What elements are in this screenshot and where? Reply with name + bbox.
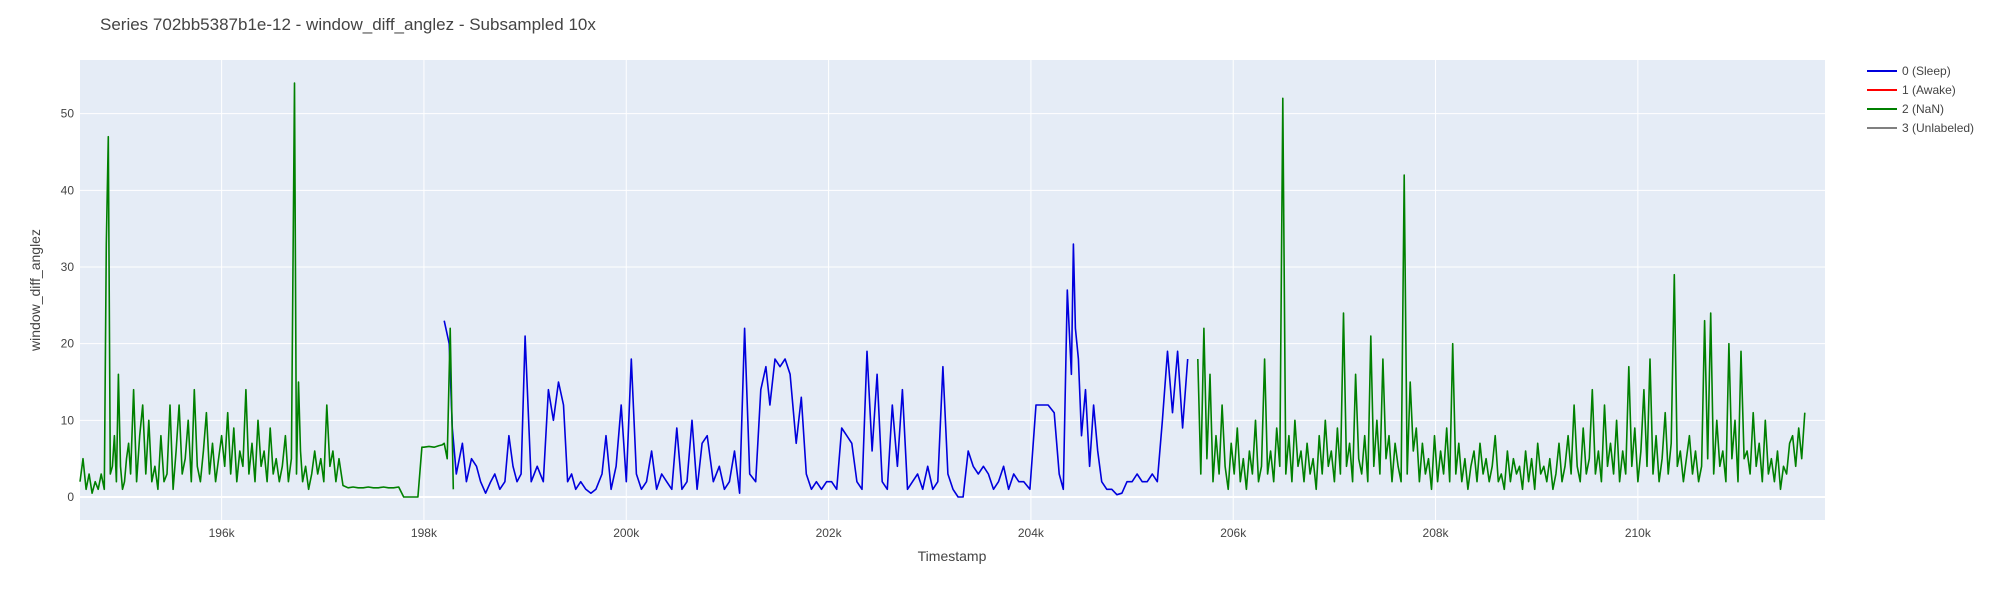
series-lines — [79, 82, 1806, 498]
x-tick-label: 204k — [1018, 526, 1045, 540]
series-line-2 — [1197, 97, 1806, 491]
legend-label[interactable]: 0 (Sleep) — [1902, 64, 1951, 78]
y-axis-title: window_diff_anglez — [27, 229, 43, 352]
grid — [80, 60, 1825, 520]
x-tick-label: 196k — [209, 526, 236, 540]
x-tick-label: 208k — [1423, 526, 1450, 540]
x-tick-label: 198k — [411, 526, 438, 540]
legend: 0 (Sleep) 1 (Awake) 2 (NaN) 3 (Unlabeled) — [1867, 64, 1974, 135]
y-tick-label: 30 — [61, 260, 75, 274]
y-axis-ticks: 0 10 20 30 40 50 — [61, 107, 75, 504]
x-tick-label: 206k — [1220, 526, 1247, 540]
x-tick-label: 200k — [613, 526, 640, 540]
plot-area[interactable] — [80, 60, 1825, 520]
y-tick-label: 10 — [61, 413, 75, 427]
y-tick-label: 20 — [61, 337, 75, 351]
legend-label[interactable]: 1 (Awake) — [1902, 83, 1956, 97]
series-line-0 — [443, 243, 1189, 498]
x-axis-ticks: 196k 198k 200k 202k 204k 206k 208k 210k — [209, 526, 1652, 540]
y-tick-label: 0 — [67, 490, 74, 504]
series-line-2 — [79, 82, 455, 498]
x-tick-label: 210k — [1625, 526, 1652, 540]
y-tick-label: 40 — [61, 183, 75, 197]
x-axis-title: Timestamp — [918, 548, 987, 564]
legend-label[interactable]: 3 (Unlabeled) — [1902, 121, 1974, 135]
y-tick-label: 50 — [61, 107, 75, 121]
legend-label[interactable]: 2 (NaN) — [1902, 102, 1944, 116]
x-tick-label: 202k — [816, 526, 843, 540]
chart-title: Series 702bb5387b1e-12 - window_diff_ang… — [100, 15, 596, 34]
